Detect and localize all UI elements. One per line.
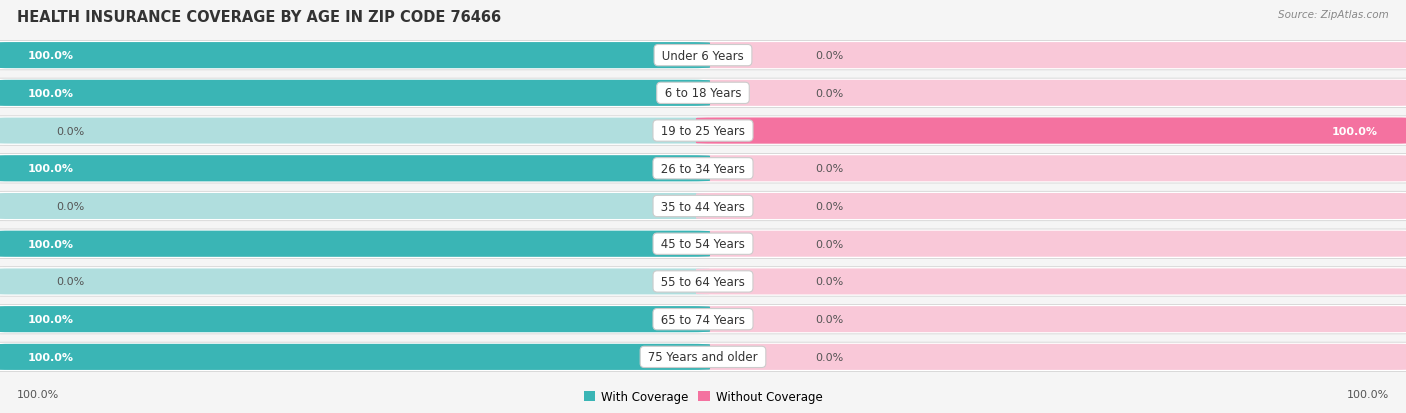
FancyBboxPatch shape [696, 118, 1406, 144]
FancyBboxPatch shape [696, 81, 1406, 107]
Text: 0.0%: 0.0% [56, 277, 84, 287]
Text: 0.0%: 0.0% [815, 314, 844, 324]
FancyBboxPatch shape [0, 156, 710, 182]
FancyBboxPatch shape [696, 231, 1406, 257]
Text: Under 6 Years: Under 6 Years [658, 50, 748, 62]
FancyBboxPatch shape [0, 344, 710, 370]
FancyBboxPatch shape [696, 43, 1406, 69]
Text: 19 to 25 Years: 19 to 25 Years [657, 125, 749, 138]
FancyBboxPatch shape [0, 342, 1406, 372]
FancyBboxPatch shape [0, 156, 710, 182]
Text: 0.0%: 0.0% [815, 352, 844, 362]
Legend: With Coverage, Without Coverage: With Coverage, Without Coverage [583, 390, 823, 403]
FancyBboxPatch shape [0, 306, 710, 332]
Text: 100.0%: 100.0% [28, 352, 75, 362]
Text: HEALTH INSURANCE COVERAGE BY AGE IN ZIP CODE 76466: HEALTH INSURANCE COVERAGE BY AGE IN ZIP … [17, 10, 501, 25]
FancyBboxPatch shape [0, 269, 710, 295]
FancyBboxPatch shape [0, 192, 1406, 221]
Text: 100.0%: 100.0% [28, 89, 75, 99]
Text: 55 to 64 Years: 55 to 64 Years [657, 275, 749, 288]
FancyBboxPatch shape [0, 194, 710, 219]
FancyBboxPatch shape [0, 230, 1406, 259]
Text: 100.0%: 100.0% [28, 314, 75, 324]
FancyBboxPatch shape [0, 81, 710, 107]
Text: 0.0%: 0.0% [815, 164, 844, 174]
Text: 65 to 74 Years: 65 to 74 Years [657, 313, 749, 326]
FancyBboxPatch shape [0, 43, 710, 69]
FancyBboxPatch shape [0, 344, 710, 370]
FancyBboxPatch shape [0, 116, 1406, 146]
FancyBboxPatch shape [0, 43, 710, 69]
Text: 0.0%: 0.0% [815, 277, 844, 287]
Text: 100.0%: 100.0% [28, 239, 75, 249]
Text: 0.0%: 0.0% [56, 126, 84, 136]
Text: 26 to 34 Years: 26 to 34 Years [657, 162, 749, 176]
FancyBboxPatch shape [0, 118, 710, 144]
FancyBboxPatch shape [696, 194, 1406, 219]
FancyBboxPatch shape [0, 305, 1406, 334]
Text: 0.0%: 0.0% [815, 51, 844, 61]
FancyBboxPatch shape [0, 79, 1406, 108]
Text: 100.0%: 100.0% [1331, 126, 1378, 136]
FancyBboxPatch shape [0, 231, 710, 257]
FancyBboxPatch shape [696, 269, 1406, 295]
FancyBboxPatch shape [0, 306, 710, 332]
FancyBboxPatch shape [0, 154, 1406, 183]
Text: 100.0%: 100.0% [28, 164, 75, 174]
Text: 0.0%: 0.0% [815, 202, 844, 211]
Text: 100.0%: 100.0% [17, 389, 59, 399]
FancyBboxPatch shape [0, 81, 710, 107]
Text: Source: ZipAtlas.com: Source: ZipAtlas.com [1278, 10, 1389, 20]
Text: 0.0%: 0.0% [56, 202, 84, 211]
Text: 35 to 44 Years: 35 to 44 Years [657, 200, 749, 213]
FancyBboxPatch shape [696, 156, 1406, 182]
Text: 6 to 18 Years: 6 to 18 Years [661, 87, 745, 100]
Text: 45 to 54 Years: 45 to 54 Years [657, 237, 749, 251]
Text: 0.0%: 0.0% [815, 239, 844, 249]
FancyBboxPatch shape [0, 231, 710, 257]
FancyBboxPatch shape [696, 306, 1406, 332]
FancyBboxPatch shape [0, 41, 1406, 71]
FancyBboxPatch shape [0, 267, 1406, 297]
Text: 75 Years and older: 75 Years and older [644, 351, 762, 363]
Text: 100.0%: 100.0% [28, 51, 75, 61]
FancyBboxPatch shape [696, 344, 1406, 370]
Text: 0.0%: 0.0% [815, 89, 844, 99]
FancyBboxPatch shape [696, 118, 1406, 144]
Text: 100.0%: 100.0% [1347, 389, 1389, 399]
